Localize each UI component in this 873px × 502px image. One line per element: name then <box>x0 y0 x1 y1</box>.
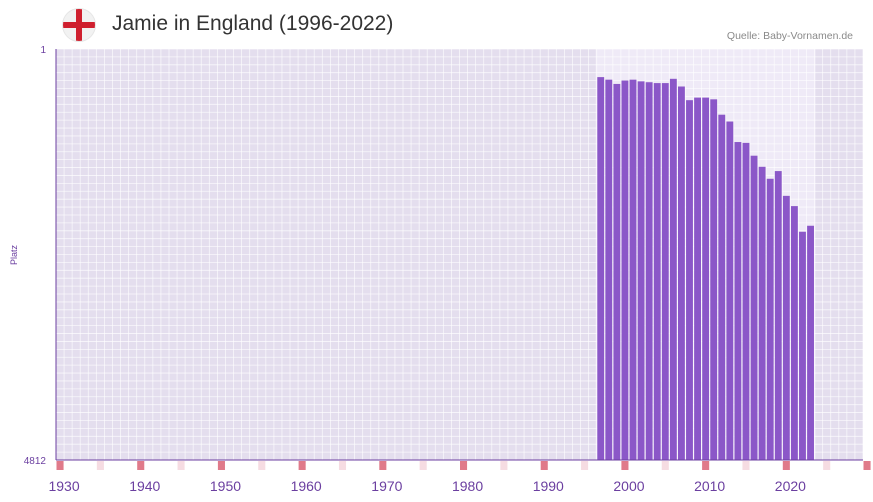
bar-2015 <box>750 155 758 460</box>
bar-2004 <box>661 83 669 461</box>
year-marker-1969 <box>379 461 387 470</box>
source-credit: Quelle: Baby-Vornamen.de <box>726 30 853 42</box>
x-tick-label-2000: 2000 <box>613 478 644 494</box>
year-marker-1939 <box>137 461 145 470</box>
bar-2018 <box>774 171 782 460</box>
chart-title: Jamie in England (1996-2022) <box>112 12 394 35</box>
bar-2002 <box>645 82 653 461</box>
bar-2008 <box>694 97 701 461</box>
bar-1998 <box>613 83 621 460</box>
bar-1997 <box>605 79 613 460</box>
bar-1996 <box>597 77 605 461</box>
bar-2017 <box>766 178 774 460</box>
x-tick-label-1990: 1990 <box>533 478 564 494</box>
bar-2007 <box>686 100 693 460</box>
bar-2003 <box>653 83 661 461</box>
year-marker-1979 <box>460 461 468 470</box>
bar-1999 <box>621 80 629 461</box>
year-marker-2004 <box>661 461 669 470</box>
year-marker-1954 <box>258 461 266 470</box>
x-tick-label-1970: 1970 <box>371 478 402 494</box>
bar-2006 <box>677 86 685 461</box>
bar-2019 <box>782 195 790 460</box>
year-marker-2019 <box>782 461 790 470</box>
bar-2020 <box>790 206 798 460</box>
bar-2016 <box>758 166 766 461</box>
bar-2001 <box>637 81 645 460</box>
y-tick-label-bottom: 4812 <box>24 456 47 467</box>
bar-2005 <box>669 78 677 461</box>
bar-2010 <box>710 99 718 460</box>
x-tick-label-1950: 1950 <box>210 478 241 494</box>
year-marker-2014 <box>742 461 750 470</box>
year-marker-2029 <box>863 461 871 470</box>
x-tick-label-2010: 2010 <box>694 478 725 494</box>
bar-2013 <box>734 142 742 461</box>
bar-2011 <box>718 114 726 461</box>
y-tick-label-top: 1 <box>40 45 46 56</box>
bar-2000 <box>629 79 637 460</box>
year-marker-1989 <box>540 461 548 470</box>
year-marker-1929 <box>56 461 64 470</box>
year-marker-1999 <box>621 461 629 470</box>
x-tick-label-1940: 1940 <box>129 478 160 494</box>
year-marker-2024 <box>823 461 831 470</box>
x-tick-label-1930: 1930 <box>48 478 79 494</box>
year-marker-1974 <box>419 461 427 470</box>
year-marker-1944 <box>177 461 185 470</box>
x-tick-label-2020: 2020 <box>775 478 806 494</box>
bar-2014 <box>742 142 750 460</box>
bar-2021 <box>799 231 806 460</box>
bar-2012 <box>726 121 734 460</box>
england-flag-icon <box>63 9 95 41</box>
x-tick-label-1960: 1960 <box>291 478 322 494</box>
bar-2009 <box>702 97 710 461</box>
x-tick-label-1980: 1980 <box>452 478 483 494</box>
bar-2022 <box>807 225 814 460</box>
year-marker-1959 <box>298 461 306 470</box>
year-marker-2009 <box>702 461 710 470</box>
year-marker-1949 <box>217 461 225 470</box>
year-marker-1984 <box>500 461 508 470</box>
year-marker-1934 <box>96 461 104 470</box>
year-marker-1994 <box>581 461 589 470</box>
year-marker-1964 <box>338 461 347 470</box>
